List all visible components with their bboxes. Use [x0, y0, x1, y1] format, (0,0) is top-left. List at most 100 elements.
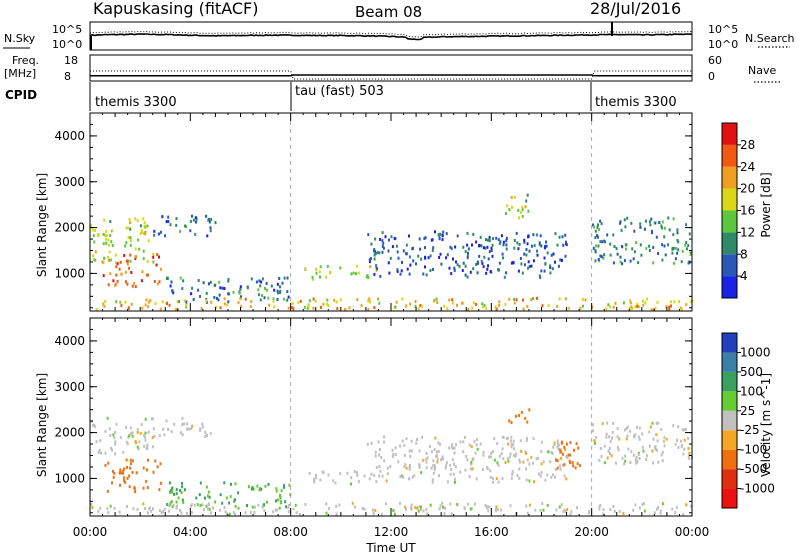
range-cell: [292, 307, 295, 311]
range-cell: [539, 234, 542, 238]
range-cell: [685, 241, 688, 244]
range-cell: [104, 429, 107, 433]
range-cell: [549, 271, 552, 275]
range-cell: [547, 304, 550, 308]
range-cell: [549, 264, 551, 268]
range-cell: [559, 448, 562, 452]
range-cell: [102, 274, 105, 278]
range-cell: [374, 252, 377, 255]
range-cell: [219, 306, 222, 310]
range-cell: [671, 247, 674, 251]
range-cell: [322, 302, 325, 306]
range-cell: [112, 469, 114, 473]
range-cell: [504, 302, 507, 306]
range-cell: [374, 450, 377, 454]
range-cell: [144, 435, 146, 439]
range-cell: [497, 268, 500, 272]
range-cell: [687, 455, 690, 459]
range-cell: [511, 472, 514, 476]
colorbar-swatch: [722, 254, 737, 277]
range-cell: [547, 450, 550, 454]
range-cell: [624, 459, 627, 463]
range-cell: [248, 485, 250, 489]
range-cell: [197, 288, 200, 292]
range-cell: [155, 263, 158, 267]
range-cell: [525, 199, 528, 203]
range-cell: [267, 482, 270, 486]
range-cell: [369, 265, 372, 269]
range-cell: [258, 279, 261, 283]
range-cell: [609, 242, 612, 246]
range-cell: [435, 297, 438, 301]
range-cell: [554, 232, 557, 236]
range-cell: [215, 305, 218, 309]
range-cell: [492, 237, 494, 241]
range-cell: [130, 462, 132, 466]
range-cell: [410, 503, 413, 507]
range-cell: [201, 425, 204, 429]
range-cell: [377, 440, 380, 444]
range-cell: [134, 440, 137, 443]
range-cell: [159, 230, 162, 234]
range-cell: [408, 272, 411, 276]
station-title: Kapuskasing (fitACF): [93, 0, 258, 18]
colorbar-swatch: [722, 232, 737, 255]
range-cell: [198, 493, 201, 497]
range-cell: [556, 445, 559, 449]
range-cell: [158, 434, 161, 437]
range-cell: [118, 471, 121, 475]
range-cell: [306, 306, 309, 310]
range-cell: [658, 221, 661, 225]
range-cell: [579, 306, 582, 310]
range-cell: [170, 500, 173, 504]
range-cell: [611, 436, 613, 440]
range-cell: [438, 235, 441, 238]
range-cell: [122, 476, 125, 480]
range-cell: [488, 235, 491, 239]
range-cell: [513, 453, 516, 457]
range-cell: [449, 463, 452, 467]
range-cell: [167, 427, 170, 431]
range-cell: [250, 300, 253, 303]
range-cell: [422, 509, 425, 513]
colorbar-swatch: [722, 352, 737, 372]
range-cell: [326, 302, 329, 306]
range-cell: [526, 304, 529, 308]
range-cell: [519, 439, 522, 443]
range-cell: [355, 272, 357, 276]
range-cell: [645, 219, 647, 223]
range-cell: [186, 427, 189, 431]
range-cell: [416, 506, 419, 510]
range-cell: [520, 450, 523, 453]
range-cell: [598, 507, 601, 511]
range-cell: [125, 241, 128, 245]
range-cell: [456, 503, 459, 506]
range-cell: [508, 419, 511, 423]
range-cell: [561, 235, 564, 239]
range-cell: [667, 243, 669, 247]
range-cell: [99, 439, 102, 443]
range-cell: [513, 195, 516, 199]
range-cell: [141, 306, 144, 310]
range-cell: [113, 506, 116, 510]
range-cell: [681, 428, 684, 432]
range-cell: [433, 448, 436, 452]
range-cell: [164, 234, 167, 238]
range-cell: [186, 422, 189, 426]
range-cell: [687, 261, 690, 265]
range-cell: [95, 440, 98, 444]
range-cell: [560, 503, 563, 507]
range-cell: [496, 461, 499, 465]
range-cell: [174, 307, 177, 311]
range-cell: [129, 432, 132, 436]
range-cell: [462, 450, 465, 454]
range-cell: [688, 451, 691, 455]
range-cell: [284, 500, 287, 504]
range-cell: [645, 246, 648, 250]
range-cell: [313, 477, 315, 481]
range-cell: [631, 247, 634, 251]
range-cell: [524, 416, 527, 420]
range-cell: [129, 221, 132, 225]
range-cell: [386, 472, 389, 476]
range-cell: [497, 480, 500, 484]
